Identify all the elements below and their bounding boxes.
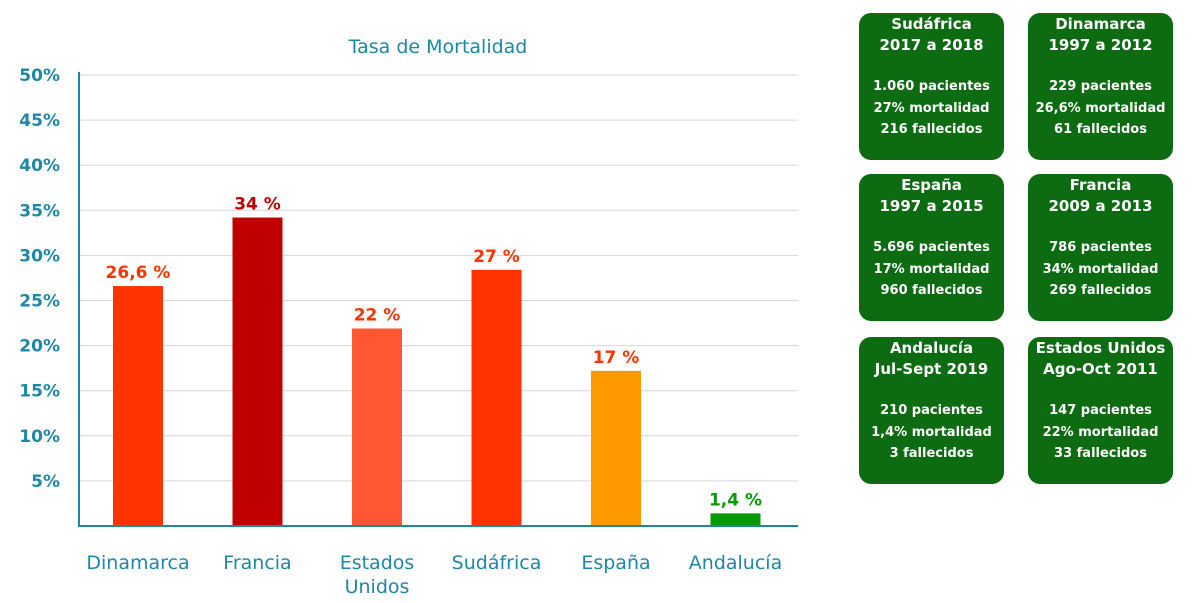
card-title: Francia 2009 a 2013 bbox=[1048, 176, 1153, 215]
y-tick-label: 45% bbox=[19, 111, 60, 131]
card-stats: 147 pacientes 22% mortalidad 33 fallecid… bbox=[1042, 403, 1159, 461]
y-tick-label: 35% bbox=[19, 201, 60, 221]
x-tick-label: Andalucía bbox=[689, 552, 782, 574]
data-label: 1,4 % bbox=[709, 490, 762, 510]
card-stats: 1.060 pacientes 27% mortalidad 216 falle… bbox=[873, 79, 990, 137]
card-title: España 1997 a 2015 bbox=[879, 176, 984, 215]
y-tick-label: 20% bbox=[19, 337, 60, 357]
y-tick-label: 25% bbox=[19, 292, 60, 312]
stat-card: España 1997 a 2015 5.696 pacientes 17% m… bbox=[859, 174, 1004, 321]
x-tick-label: Dinamarca bbox=[86, 552, 189, 574]
y-tick-label: 40% bbox=[19, 156, 60, 176]
card-title: Dinamarca 1997 a 2012 bbox=[1048, 15, 1153, 54]
bar bbox=[591, 370, 641, 526]
card-stats: 210 pacientes 1,4% mortalidad 3 fallecid… bbox=[871, 403, 992, 461]
card-title: Andalucía Jul-Sept 2019 bbox=[874, 339, 989, 378]
stat-card: Estados Unidos Ago-Oct 2011 147 paciente… bbox=[1028, 337, 1173, 484]
y-tick-label: 10% bbox=[19, 427, 60, 447]
bar bbox=[352, 328, 402, 526]
card-stats: 786 pacientes 34% mortalidad 269 falleci… bbox=[1042, 240, 1159, 298]
x-tick-label: Sudáfrica bbox=[452, 552, 542, 574]
stat-card: Francia 2009 a 2013 786 pacientes 34% mo… bbox=[1028, 174, 1173, 321]
y-tick-label: 30% bbox=[19, 246, 60, 266]
y-tick-label: 5% bbox=[31, 472, 60, 492]
data-label: 26,6 % bbox=[106, 263, 171, 283]
data-label: 34 % bbox=[234, 195, 281, 215]
y-tick-label: 50% bbox=[19, 66, 60, 86]
x-tick-label: España bbox=[581, 552, 650, 574]
chart-title: Tasa de Mortalidad bbox=[348, 36, 528, 58]
x-tick-label: Francia bbox=[223, 552, 291, 574]
card-title: Estados Unidos Ago-Oct 2011 bbox=[1035, 339, 1166, 378]
card-stats: 229 pacientes 26,6% mortalidad 61 fallec… bbox=[1035, 79, 1166, 137]
data-label: 22 % bbox=[354, 305, 401, 325]
stat-card: Sudáfrica 2017 a 2018 1.060 pacientes 27… bbox=[859, 13, 1004, 160]
bar bbox=[232, 217, 283, 527]
bar bbox=[113, 286, 163, 526]
data-label: 27 % bbox=[473, 247, 520, 267]
card-title: Sudáfrica 2017 a 2018 bbox=[879, 15, 984, 54]
bar bbox=[710, 513, 761, 526]
y-tick-label: 15% bbox=[19, 382, 60, 402]
card-stats: 5.696 pacientes 17% mortalidad 960 falle… bbox=[873, 240, 990, 298]
stat-card: Andalucía Jul-Sept 2019 210 pacientes 1,… bbox=[859, 337, 1004, 484]
mortality-bar-chart: Tasa de Mortalidad 26,6 % 34 % 22 % 27 % 17 … bbox=[19, 36, 798, 598]
data-label: 17 % bbox=[593, 348, 640, 368]
x-tick-label: Estados Unidos bbox=[340, 552, 415, 598]
bar bbox=[471, 269, 522, 526]
stat-card: Dinamarca 1997 a 2012 229 pacientes 26,6… bbox=[1028, 13, 1173, 160]
